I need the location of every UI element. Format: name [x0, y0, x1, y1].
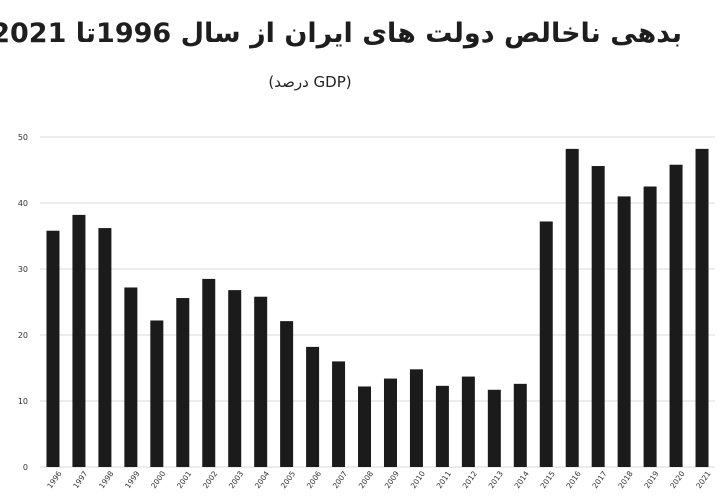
x-tick-label: 2020 [668, 469, 686, 490]
bar-1999 [124, 287, 138, 467]
x-tick-label: 2017 [590, 469, 608, 490]
bar-2021 [695, 148, 709, 467]
bar-2017 [591, 166, 605, 468]
chart-title: بدهی ناخالص دولت های ایران از سال 1996تا… [0, 18, 682, 49]
x-tick-label: 2000 [149, 469, 167, 490]
bar-2007 [332, 361, 346, 467]
x-tick-label: 1999 [123, 469, 141, 490]
bar-2016 [565, 148, 579, 467]
x-tick-label: 2018 [616, 469, 634, 490]
x-tick-label: 2012 [461, 469, 479, 490]
x-tick-label: 2010 [409, 469, 427, 490]
bar-2012 [461, 376, 475, 467]
y-tick-label: 10 [18, 397, 28, 406]
x-tick-label: 2004 [253, 469, 271, 490]
x-tick-label: 2009 [383, 469, 401, 490]
bar-2011 [435, 385, 449, 467]
x-tick-label: 2016 [564, 469, 582, 490]
chart-subtitle: (درصد GDP) [268, 73, 352, 91]
y-tick-label: 50 [18, 133, 28, 142]
x-tick-label: 2006 [305, 469, 323, 490]
bar-1998 [98, 228, 112, 467]
y-tick-label: 30 [18, 265, 28, 274]
bar-1996 [46, 230, 60, 467]
bar-2014 [513, 383, 527, 467]
bar-2002 [202, 278, 216, 467]
x-tick-label: 1998 [97, 469, 115, 490]
x-tick-label: 2002 [201, 469, 219, 490]
bar-2003 [228, 290, 242, 467]
x-tick-label: 2005 [279, 469, 297, 490]
bar-2000 [150, 320, 164, 467]
bar-2020 [669, 164, 683, 467]
bar-2010 [409, 369, 423, 467]
bar-2019 [643, 186, 657, 467]
y-tick-label: 40 [18, 199, 28, 208]
bar-2005 [280, 321, 294, 467]
x-tick-label: 2021 [694, 469, 712, 490]
bar-2015 [539, 221, 553, 467]
y-tick-label: 20 [18, 331, 28, 340]
x-tick-label: 2008 [357, 469, 375, 490]
bar-2018 [617, 196, 631, 467]
bar-2004 [254, 296, 268, 467]
x-tick-label: 2001 [175, 469, 193, 490]
bar-2009 [383, 378, 397, 467]
x-tick-label: 2007 [331, 469, 349, 490]
bar-2008 [358, 386, 372, 467]
x-tick-label: 2015 [539, 469, 557, 490]
x-tick-label: 2014 [513, 469, 531, 490]
x-tick-label: 2011 [435, 469, 453, 490]
x-tick-label: 1996 [45, 469, 63, 490]
x-tick-label: 2019 [642, 469, 660, 490]
y-tick-label: 0 [23, 463, 28, 472]
x-tick-label: 1997 [71, 469, 89, 490]
bar-1997 [72, 214, 86, 467]
x-tick-label: 2013 [487, 469, 505, 490]
bar-2006 [306, 346, 320, 467]
x-tick-label: 2003 [227, 469, 245, 490]
bar-2013 [487, 389, 501, 467]
bar-2001 [176, 298, 190, 467]
